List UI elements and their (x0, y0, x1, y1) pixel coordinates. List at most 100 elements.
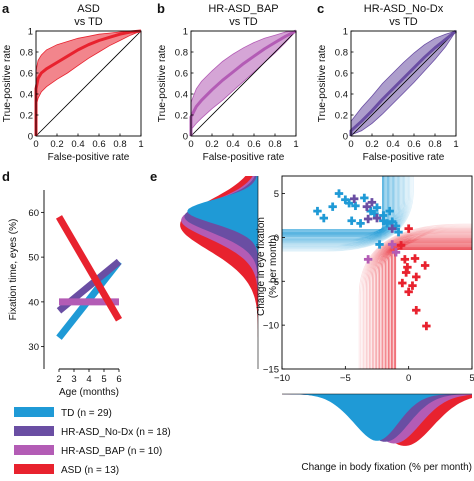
y-tick-label: 0.6 (335, 68, 348, 79)
x-tick-label: 0 (33, 139, 38, 150)
point-ASD-v (403, 255, 407, 264)
point-HR-ASD_No-Dx-v (375, 213, 379, 223)
y-axis-label: True-positive rate (317, 44, 328, 122)
y-tick-label: 0.4 (175, 89, 188, 100)
x-tick-label: 0 (188, 139, 193, 150)
x-tick-label: 0.4 (386, 139, 399, 150)
asd-contour (388, 244, 472, 369)
point-TD-v (362, 193, 366, 203)
roc-curve (189, 29, 297, 136)
legend-n: (n = 18) (136, 427, 171, 438)
y-tick-label: 50 (28, 253, 39, 264)
y-tick-label: 0.4 (335, 89, 348, 100)
marginal-body-td (282, 394, 472, 441)
point-TD-v (373, 209, 376, 218)
y-tick-label: −10 (263, 321, 279, 332)
td-contour (282, 176, 394, 238)
axes-frame (350, 30, 457, 137)
y-tick-label: 0.8 (335, 47, 348, 58)
panel-letter: d (2, 169, 10, 184)
x-tick-label: 5 (469, 373, 474, 384)
x-tick-label: 0.4 (226, 139, 239, 150)
y-tick-label: 0.2 (175, 110, 188, 121)
y-axis-label: Fixation time, eyes (%) (8, 219, 19, 321)
y-axis-label: Change in eye fixation (256, 217, 267, 316)
panel-letter: a (2, 1, 10, 16)
panel-subtitle: vs TD (74, 16, 103, 28)
y-tick-label: 0 (183, 131, 188, 142)
y-tick-label: 60 (28, 208, 39, 219)
legend-label: ASD (n = 13) (61, 465, 119, 476)
x-axis-label: False-positive rate (363, 152, 445, 163)
legend-swatch-HR-ASD_No-Dx (14, 426, 54, 436)
legend-n: (n = 10) (128, 446, 163, 457)
point-ASD-v (407, 224, 411, 233)
y-tick-label: 0 (28, 131, 33, 142)
point-TD-v (388, 206, 392, 216)
td-contour (282, 176, 413, 251)
td-contour (282, 176, 398, 241)
point-TD-v (390, 217, 394, 226)
y-tick-label: −5 (268, 277, 279, 288)
roc-curve (34, 29, 142, 136)
asd-contour (385, 242, 472, 369)
legend-name: HR-ASD_BAP (61, 446, 125, 457)
point-TD-v (322, 213, 326, 223)
td-contour (282, 176, 403, 244)
x-tick-label: 0 (348, 139, 353, 150)
point-ASD-v (400, 278, 404, 288)
marginal-eye-td (187, 176, 258, 369)
td-contour (282, 176, 407, 247)
td-contour (282, 176, 404, 245)
td-contour (282, 176, 408, 248)
asd-contour (366, 228, 472, 369)
td-contour (282, 176, 396, 239)
asd-contour (379, 237, 472, 369)
point-ASD-v (414, 272, 418, 282)
x-tick-label: −5 (340, 373, 351, 384)
legend-n: (n = 29) (77, 408, 112, 419)
x-tick-label: 6 (116, 374, 121, 385)
x-tick-label: 0.6 (407, 139, 420, 150)
y-tick-label: 0.2 (20, 110, 33, 121)
y-tick-label: −15 (263, 365, 279, 376)
point-TD-v (337, 189, 341, 198)
y-tick-label: 5 (274, 189, 279, 200)
chance-line (350, 30, 457, 137)
y-tick-label: 0.6 (20, 68, 33, 79)
legend-swatch-TD (14, 407, 54, 417)
asd-contour (360, 224, 472, 369)
panel-letter: b (157, 1, 165, 16)
x-tick-label: 0.6 (247, 139, 260, 150)
x-axis-label: Age (months) (59, 387, 119, 398)
point-ASD-v (425, 321, 428, 331)
asd-contour (364, 227, 472, 369)
asd-contour (376, 235, 472, 369)
y-tick-label: 30 (28, 342, 39, 353)
point-ASD-v (407, 287, 411, 296)
panel-subtitle: vs TD (389, 16, 418, 28)
td-contour (282, 176, 397, 240)
td-contour (282, 176, 414, 252)
td-contour (282, 176, 393, 237)
point-ASD-v (413, 254, 417, 263)
x-axis-label: Change in body fixation (% per month) (301, 462, 472, 473)
legend-label: HR-ASD_No-Dx (n = 18) (61, 427, 171, 438)
x-tick-label: 0 (406, 373, 411, 384)
y-tick-label: 0.8 (20, 47, 33, 58)
x-tick-label: −10 (274, 373, 290, 384)
x-tick-label: 0.2 (50, 139, 63, 150)
point-TD-v (385, 219, 389, 228)
x-tick-label: 0.4 (71, 139, 84, 150)
asd-contour (361, 225, 472, 369)
td-contour (282, 176, 399, 242)
point-TD-v (331, 202, 335, 211)
axes-frame (190, 30, 297, 137)
asd-contour (386, 243, 472, 369)
point-HR-ASD_BAP-v (390, 240, 394, 249)
x-axis-label: False-positive rate (48, 152, 130, 163)
